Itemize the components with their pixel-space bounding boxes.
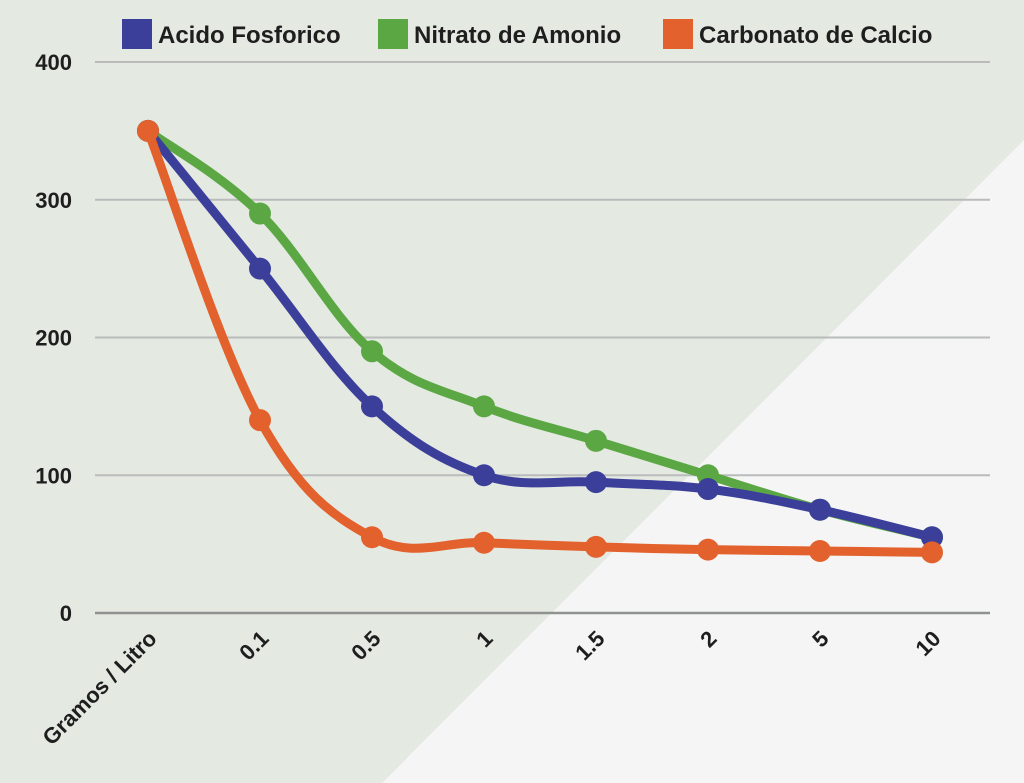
data-point [585, 429, 607, 452]
data-point [473, 531, 495, 554]
data-point [473, 464, 495, 487]
series-acido-fosforico [137, 119, 943, 549]
data-point [249, 202, 271, 225]
data-point [361, 526, 383, 549]
y-tick-label: 200 [35, 326, 72, 351]
data-point [361, 340, 383, 363]
legend-label: Carbonato de Calcio [699, 22, 932, 49]
y-tick-label: 100 [35, 463, 72, 488]
legend-label: Acido Fosforico [158, 22, 341, 49]
series-carbonato-de-calcio [137, 119, 943, 564]
data-point [697, 478, 719, 501]
y-axis-tick-labels: 0 100 200 300 400 [35, 50, 72, 626]
legend-item: Carbonato de Calcio [663, 19, 932, 49]
data-point [809, 498, 831, 521]
data-point [137, 119, 159, 142]
legend-swatch [663, 19, 693, 49]
legend-label: Nitrato de Amonio [414, 22, 621, 49]
y-tick-label: 0 [60, 601, 72, 626]
data-point [585, 471, 607, 494]
legend-item: Nitrato de Amonio [378, 19, 621, 49]
data-point [585, 535, 607, 558]
legend-swatch [122, 19, 152, 49]
legend: Acido Fosforico Nitrato de Amonio Carbonat… [122, 19, 932, 49]
y-tick-label: 300 [35, 188, 72, 213]
legend-swatch [378, 19, 408, 49]
data-point [473, 395, 495, 418]
legend-item: Acido Fosforico [122, 19, 341, 49]
data-point [249, 409, 271, 432]
data-point [921, 526, 943, 549]
data-point [361, 395, 383, 418]
data-point [697, 538, 719, 561]
data-point [921, 541, 943, 564]
data-point [809, 540, 831, 563]
data-point [249, 257, 271, 280]
series-lines [137, 119, 943, 564]
y-tick-label: 400 [35, 50, 72, 75]
background-lower-diagonal [382, 140, 1024, 783]
